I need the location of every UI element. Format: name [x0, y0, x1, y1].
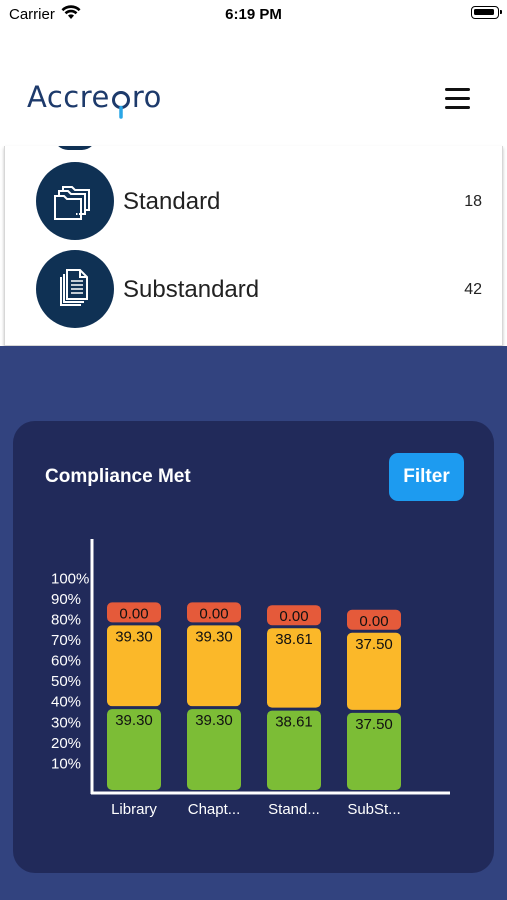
- bar-segment: [187, 602, 241, 623]
- filter-button[interactable]: Filter: [389, 453, 464, 501]
- bar-segment: [107, 709, 161, 790]
- y-tick-label: 50%: [51, 673, 81, 690]
- list-item-avatar: [36, 250, 114, 328]
- data-label: 37.50: [355, 636, 393, 653]
- bar-segment: [267, 710, 321, 790]
- list-item-count: 42: [464, 281, 482, 298]
- chart-title: Compliance Met: [45, 466, 191, 487]
- data-label: 0.00: [279, 608, 308, 625]
- bar-segment: [347, 712, 401, 790]
- bar-segment: [107, 625, 161, 707]
- x-category-label: SubSt...: [347, 801, 400, 818]
- bar-segment: [107, 602, 161, 623]
- battery-icon: [471, 6, 502, 19]
- y-tick-label: 20%: [51, 735, 81, 752]
- folders-icon: [54, 186, 90, 220]
- logo-magnifier-icon: [112, 91, 130, 119]
- x-category-label: Library: [111, 801, 157, 818]
- data-label: 39.30: [195, 628, 233, 645]
- list-card: Standard 18 Substandard 42: [4, 146, 503, 346]
- logo-text-start: Accre: [27, 80, 110, 114]
- data-label: 0.00: [119, 605, 148, 622]
- data-label: 37.50: [355, 716, 393, 733]
- data-label: 0.00: [199, 605, 228, 622]
- y-tick-label: 40%: [51, 694, 81, 711]
- carrier-label: Carrier: [9, 6, 55, 23]
- list-item-label: Substandard: [123, 276, 260, 303]
- y-tick-label: 70%: [51, 632, 81, 649]
- list-item-standard[interactable]: Standard 18: [5, 159, 502, 245]
- data-label: 38.61: [275, 714, 313, 731]
- y-tick-label: 90%: [51, 591, 81, 608]
- data-label: 38.61: [275, 631, 313, 648]
- bar-segment: [347, 632, 401, 710]
- partial-list-item-avatar: [54, 146, 96, 150]
- data-label: 39.30: [195, 712, 233, 729]
- y-tick-label: 10%: [51, 755, 81, 772]
- bar-segment: [267, 628, 321, 708]
- data-label: 39.30: [115, 628, 153, 645]
- y-tick-label: 60%: [51, 653, 81, 670]
- app-logo: Accre ro: [27, 80, 162, 114]
- wifi-icon: [61, 5, 81, 19]
- list-item-substandard[interactable]: Substandard 42: [5, 247, 502, 333]
- list-item-avatar: [36, 162, 114, 240]
- x-category-label: Chapt...: [188, 801, 241, 818]
- bar-segment: [187, 625, 241, 707]
- dashboard-section: Compliance Met Filter 10% 20% 30% 40% 50% 60%…: [0, 346, 507, 900]
- y-tick-label: 100%: [51, 570, 89, 587]
- x-category-label: Stand...: [268, 801, 320, 818]
- clock: 6:19 PM: [225, 6, 282, 23]
- status-bar: Carrier 6:19 PM: [0, 0, 507, 30]
- list-item-count: 18: [464, 193, 482, 210]
- y-tick-label: 80%: [51, 611, 81, 628]
- compliance-bar-chart: 10% 20% 30% 40% 50% 60% 70% 80% 90% 100% 39.30 39.3…: [51, 539, 450, 818]
- list-item-label: Standard: [123, 188, 221, 215]
- bar-segment: [267, 605, 321, 626]
- data-label: 39.30: [115, 712, 153, 729]
- bar-segment: [347, 609, 401, 630]
- compliance-chart-card: Compliance Met Filter 10% 20% 30% 40% 50% 60%…: [13, 421, 494, 873]
- data-label: 0.00: [359, 613, 388, 630]
- y-tick-label: 30%: [51, 714, 81, 731]
- bar-segment: [187, 709, 241, 790]
- logo-text-end: ro: [131, 80, 162, 114]
- app-header: Accre ro: [0, 30, 507, 146]
- documents-icon: [60, 269, 88, 306]
- hamburger-menu-icon[interactable]: [445, 88, 471, 110]
